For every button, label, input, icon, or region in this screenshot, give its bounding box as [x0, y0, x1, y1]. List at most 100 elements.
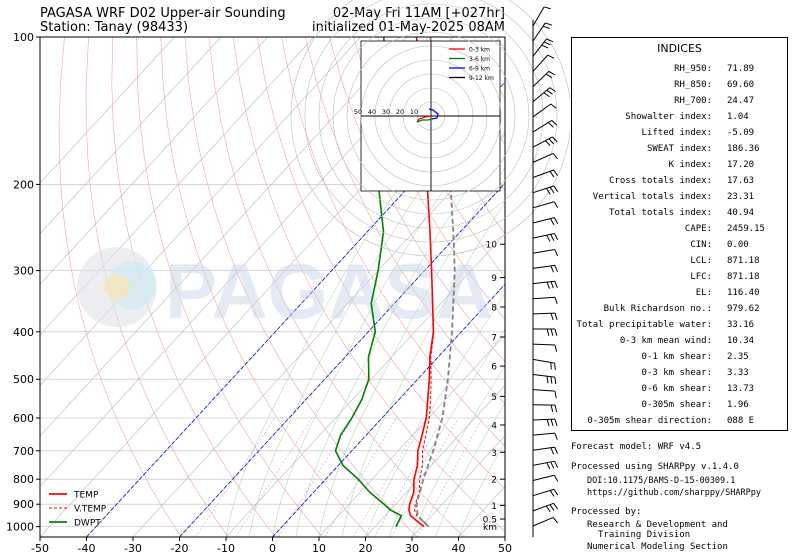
wind-barb-feather [548, 70, 556, 76]
index-label: SWEAT index: [646, 144, 712, 154]
wind-barb-shaft [532, 38, 547, 57]
wind-barb-feather [551, 120, 558, 126]
index-value: 40.94 [727, 208, 755, 218]
wind-barb-feather [554, 419, 558, 427]
wind-barb-feather [550, 265, 555, 273]
wind-barb-feather [550, 281, 554, 289]
wind-barb-feather [545, 505, 551, 513]
wind-barb-feather [547, 122, 554, 128]
wind-barb-feather [554, 377, 557, 385]
hodograph: 50 40 30 20 10 0-3 km 3-6 km 6-9 km 9-12 km [290, 0, 570, 257]
dry-adiabat-line [136, 37, 323, 537]
footer-processed: Processed using SHARPpy v.1.4.0 [571, 462, 739, 472]
x-tick-label: -10 [217, 542, 235, 555]
wind-barb-feather [554, 297, 558, 304]
wind-barb-feather [553, 503, 559, 510]
wind-barb-feather [553, 201, 559, 209]
wind-barb-feather [554, 249, 559, 257]
dry-adiabat-line [497, 37, 505, 52]
wind-barb-feather [547, 54, 555, 59]
index-row: Total precipitable water: 33.16 [572, 320, 787, 334]
index-value: 0.00 [727, 240, 749, 250]
hodograph-ring [332, 17, 530, 215]
index-row: 0-3 km shear: 3.33 [572, 368, 787, 382]
wind-barb-feather [554, 265, 558, 273]
dry-adiabat-line [522, 37, 570, 537]
mixing-ratio-line [374, 417, 444, 537]
wind-barb-feather [553, 217, 559, 225]
highlight-isotherm [272, 283, 505, 537]
index-value: -5.09 [727, 128, 755, 138]
wind-barb-feather [549, 171, 555, 178]
index-row: Bulk Richardson no.: 979.62 [572, 304, 787, 318]
isotherm-line [40, 37, 175, 184]
index-label: 0-3 km shear: [641, 368, 712, 378]
hodograph-legend-label: 0-3 km [469, 47, 490, 54]
index-row: LFC: 871.18 [572, 272, 787, 286]
legend-label: DWPT [74, 519, 101, 529]
isotherm-line [40, 37, 222, 235]
index-value: 871.18 [727, 272, 760, 282]
wind-barb-feather [546, 89, 553, 95]
y-tick-label: 900 [13, 498, 34, 511]
series-parcel-line [415, 37, 456, 528]
index-label: 0-305m shear: [641, 400, 712, 410]
hodograph-trace-0-3km [416, 115, 432, 123]
wind-barb-shaft [532, 185, 555, 194]
wind-barb-feather [554, 328, 558, 336]
x-tick-label: -20 [171, 542, 189, 555]
dry-adiabat-line [58, 37, 182, 537]
km-tick-label: 9 [491, 274, 497, 284]
y-tick-label: 400 [13, 326, 34, 339]
wind-barb-feather [550, 419, 554, 427]
dry-adiabat-line [184, 37, 418, 537]
index-label: Total totals index: [609, 208, 712, 218]
indices-title: INDICES [657, 42, 702, 55]
index-row: Vertical totals index: 23.31 [572, 192, 787, 206]
wind-barb-feather [554, 391, 557, 399]
index-row: RH_850: 69.60 [572, 80, 787, 94]
wind-barb-shaft [532, 152, 554, 163]
index-value: 23.31 [727, 192, 755, 202]
footer-org-1: Research & Development and [587, 520, 728, 530]
skewt-diagram: PAGASA -50 -40 -30 -20 -10 0 10 20 30 40 50 1000 900… [6, 0, 570, 555]
wind-barb-feather [554, 344, 558, 352]
isotherm-line [225, 233, 505, 537]
hodograph-legend-label: 6-9 km [469, 66, 490, 73]
wind-barb-shaft [532, 358, 555, 364]
km-tick-label: 3 [491, 449, 497, 459]
wind-barb-feather [546, 419, 550, 427]
wind-barb-feather [545, 188, 551, 195]
index-row: 0-1 km shear: 2.35 [572, 352, 787, 366]
hodograph-ring [346, 31, 516, 201]
wind-barb-feather [550, 461, 555, 469]
wind-barb-feather [553, 488, 559, 496]
wind-barb-feather [543, 6, 551, 10]
dry-adiabat-line [377, 37, 505, 278]
y-tick-label: 200 [13, 178, 34, 191]
wind-barb-shaft [532, 488, 555, 497]
wind-barb-feather [548, 138, 555, 145]
dry-adiabat-line [85, 37, 229, 537]
km-tick-label: 8 [491, 304, 497, 314]
pagasa-watermark: PAGASA [77, 247, 493, 335]
wind-barb-feather [545, 22, 553, 26]
wind-barb-feather [549, 504, 555, 511]
index-row: RH_950: 71.89 [572, 64, 787, 78]
wind-barb-feather [550, 103, 557, 109]
wind-barb-shaft [532, 169, 554, 178]
wind-barb-shaft [532, 389, 555, 392]
wind-barb-feather [546, 38, 554, 43]
footer-url[interactable]: https://github.com/sharppy/SHARPpy [587, 488, 761, 498]
wind-barb-shaft [532, 6, 545, 27]
y-tick-label: 700 [13, 445, 34, 458]
wind-barb-feather [550, 447, 555, 455]
index-value: 116.40 [727, 288, 760, 298]
km-tick-label: 1 [491, 502, 497, 512]
km-tick-label: 0.5 [483, 516, 497, 526]
index-label: RH_700: [674, 96, 712, 106]
index-value: 17.63 [727, 176, 755, 186]
index-row: EL: 116.40 [572, 288, 787, 302]
km-tick-label: 6 [491, 363, 497, 373]
index-value: 1.04 [727, 112, 749, 122]
